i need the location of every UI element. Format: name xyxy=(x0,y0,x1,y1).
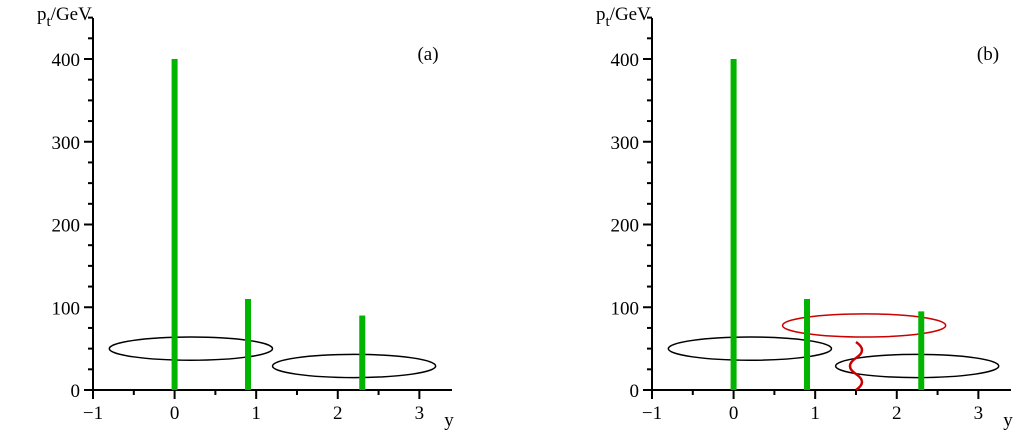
x-tick-label: 2 xyxy=(333,403,343,424)
bar xyxy=(359,315,366,390)
radiated-jet-ellipse xyxy=(781,313,947,338)
y-axis-label: pt/GeV xyxy=(37,4,92,30)
y-axis-label-main: p xyxy=(596,4,606,25)
x-tick-label: −1 xyxy=(642,403,662,424)
jet-ellipse xyxy=(834,353,1000,379)
x-tick-label: 0 xyxy=(170,403,180,424)
y-tick-label: 300 xyxy=(611,133,640,154)
x-axis-label: y xyxy=(444,410,454,431)
panel-label: (b) xyxy=(977,44,999,65)
y-tick-label: 200 xyxy=(52,216,81,237)
bar xyxy=(730,59,737,390)
jet-ellipse xyxy=(108,336,274,361)
y-tick-label: 200 xyxy=(611,216,640,237)
y-tick-label: 100 xyxy=(611,298,640,319)
jet-ellipse xyxy=(271,353,437,379)
panel-label: (a) xyxy=(417,44,438,65)
y-tick-label: 0 xyxy=(630,381,640,402)
y-tick-label: 400 xyxy=(52,50,81,71)
bar xyxy=(171,59,178,390)
y-axis-label: pt/GeV xyxy=(596,4,651,30)
y-axis-label-main: p xyxy=(37,4,47,25)
y-axis-label-unit: /GeV xyxy=(51,4,92,25)
y-tick-label: 300 xyxy=(52,133,81,154)
y-tick-label: 100 xyxy=(52,298,81,319)
x-tick-label: 3 xyxy=(974,403,984,424)
y-axis-label-unit: /GeV xyxy=(610,4,651,25)
bar xyxy=(918,311,925,390)
y-tick-label: 400 xyxy=(611,50,640,71)
x-tick-label: −1 xyxy=(83,403,103,424)
x-axis-label: y xyxy=(1003,410,1013,431)
bar xyxy=(804,298,811,390)
y-tick-label: 0 xyxy=(71,381,81,402)
jet-ellipse xyxy=(667,336,833,361)
y-axis-label-subscript: t xyxy=(606,14,611,30)
x-tick-label: 3 xyxy=(415,403,425,424)
x-tick-label: 1 xyxy=(810,403,820,424)
bar xyxy=(245,298,252,390)
y-axis-label-subscript: t xyxy=(47,14,52,30)
gluon-wavy-line xyxy=(848,340,864,392)
x-tick-label: 1 xyxy=(251,403,261,424)
x-tick-label: 0 xyxy=(729,403,739,424)
x-tick-label: 2 xyxy=(892,403,902,424)
